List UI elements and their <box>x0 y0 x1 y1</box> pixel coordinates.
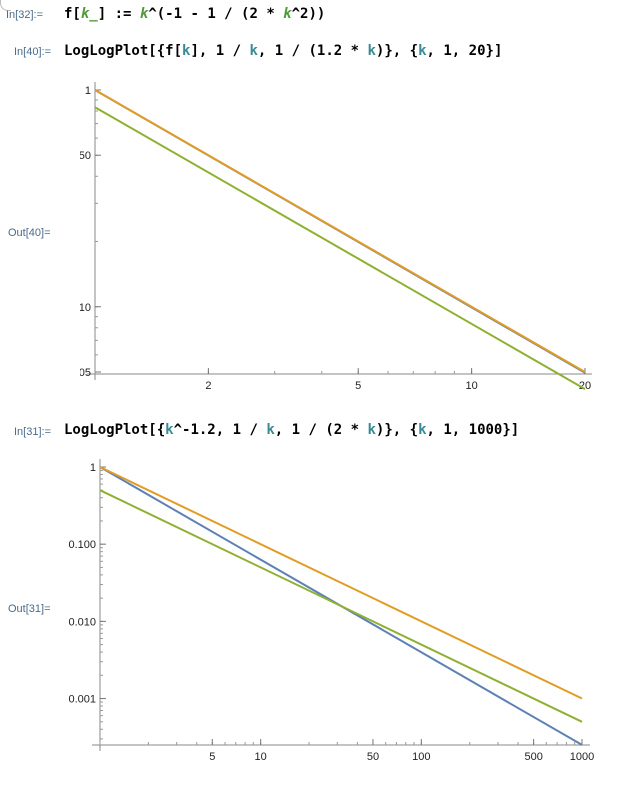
code-token: , 1 / (1.2 * <box>257 43 368 59</box>
series-line <box>99 489 583 723</box>
series-line <box>99 466 583 700</box>
code-token: k <box>418 422 427 438</box>
cell-bracket[interactable] <box>0 0 11 11</box>
output-label-31: Out[31]= <box>8 603 51 615</box>
code-token: k <box>165 422 174 438</box>
y-tick-label: 0.001 <box>68 694 96 706</box>
code-token: k_ <box>80 6 98 22</box>
loglog-plot-1[interactable]: 2 5 10 20 1 0.50 0.10 0.05 <box>80 78 600 398</box>
x-tick-label: 20 <box>579 380 591 392</box>
input-label-32: In[32]:= <box>6 9 44 21</box>
output-label-40: Out[40]= <box>8 227 51 239</box>
code-token: k <box>266 422 275 438</box>
code-token: )}, { <box>375 422 419 438</box>
y-tick-label: 1 <box>90 462 96 474</box>
y-tick-label: 0.10 <box>80 302 91 314</box>
series-line <box>94 106 586 390</box>
series-line <box>94 89 586 373</box>
code-token: , 1, 1000}] <box>426 422 520 438</box>
code-token: ^-1.2, 1 / <box>173 422 267 438</box>
y-tick-label: 0.50 <box>80 150 91 162</box>
code-token: k <box>283 6 292 22</box>
code-token: )}, { <box>375 43 419 59</box>
code-token: k <box>367 422 376 438</box>
y-tick-label: 1 <box>85 85 91 97</box>
x-tick-label: 10 <box>255 751 267 763</box>
code-token: LogLogPlot[{f[ <box>64 43 183 59</box>
x-tick-label: 50 <box>367 751 379 763</box>
code-token: ^(-1 - 1 / (2 * <box>148 6 284 22</box>
input-label-31: In[31]:= <box>14 426 52 438</box>
code-token: ] := <box>97 6 140 22</box>
x-tick-label: 500 <box>524 751 542 763</box>
x-tick-label: 5 <box>209 751 215 763</box>
code-token: k <box>139 6 149 22</box>
loglog-plot-2[interactable]: 5 10 50 100 500 1000 1 0.100 0.010 0.001 <box>60 455 610 775</box>
input-code-31[interactable]: LogLogPlot[{k^-1.2, 1 / k, 1 / (2 * k)},… <box>64 422 519 438</box>
code-token: k <box>182 43 191 59</box>
y-tick-label: 0.100 <box>68 539 96 551</box>
code-token: k <box>418 43 427 59</box>
y-tick-label: 0.010 <box>68 616 96 628</box>
input-code-32[interactable]: f[k_] := k^(-1 - 1 / (2 * k^2)) <box>64 6 325 22</box>
code-token: k <box>249 43 258 59</box>
x-tick-label: 10 <box>465 380 477 392</box>
x-tick-label: 1000 <box>570 751 594 763</box>
code-token: k <box>367 43 376 59</box>
code-token: , 1 / (2 * <box>274 422 368 438</box>
code-token: f[ <box>64 6 81 22</box>
x-tick-label: 5 <box>355 380 361 392</box>
code-token: ^2)) <box>291 6 326 22</box>
code-token: ], 1 / <box>190 43 250 59</box>
x-tick-label: 2 <box>205 380 211 392</box>
y-tick-label: 0.05 <box>80 367 91 379</box>
code-token: LogLogPlot[{ <box>64 422 166 438</box>
input-label-40: In[40]:= <box>14 46 52 58</box>
code-token: , 1, 20}] <box>426 43 503 59</box>
x-tick-label: 100 <box>412 751 430 763</box>
input-code-40[interactable]: LogLogPlot[{f[k], 1 / k, 1 / (1.2 * k)},… <box>64 43 502 59</box>
